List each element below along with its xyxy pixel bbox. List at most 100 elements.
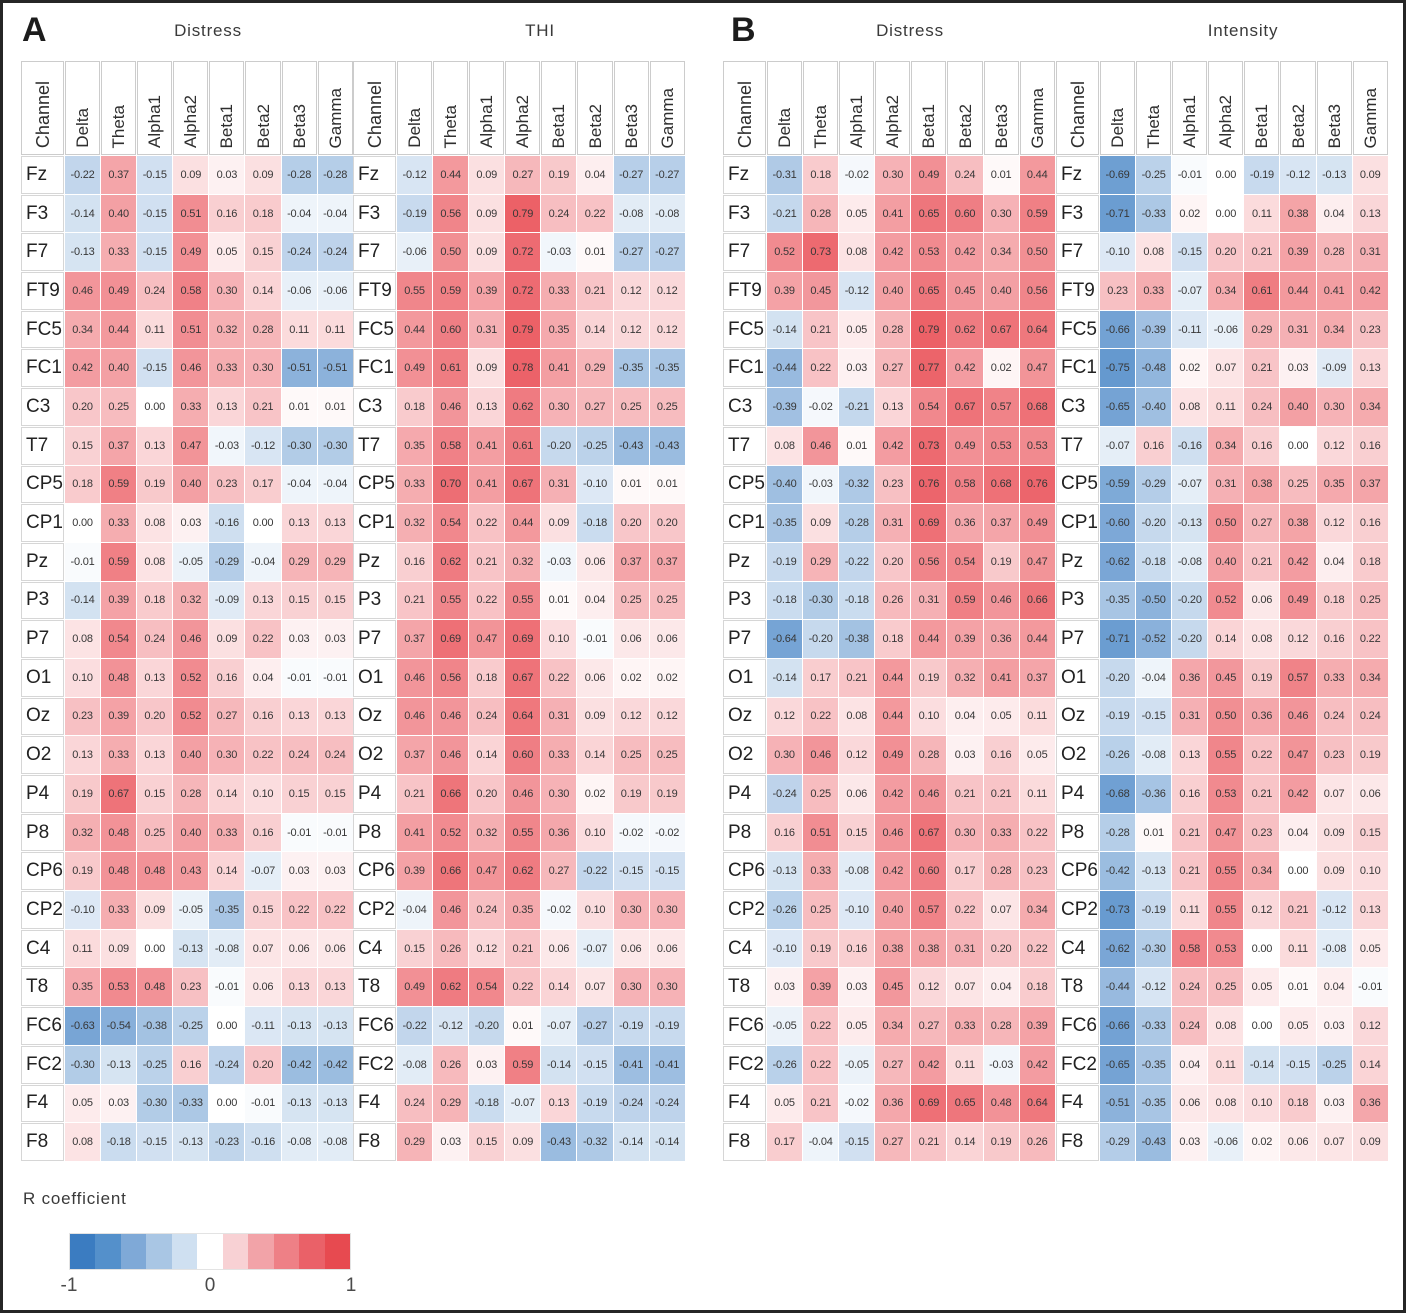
heatmap-cell: 0.19	[803, 929, 839, 968]
heatmap-cell: 0.59	[101, 542, 137, 581]
band-header-cell: Gamma	[649, 61, 685, 155]
heatmap-cell: -0.64	[767, 620, 803, 658]
heatmap-cell: 0.00	[1208, 156, 1244, 194]
band-header-cell: Delta	[767, 61, 803, 155]
heatmap-cell: 0.18	[245, 194, 281, 233]
heatmap-cell: -0.42	[1100, 852, 1136, 891]
channel-label: O2	[723, 736, 766, 774]
band-header-label: Theta	[109, 104, 129, 148]
heatmap-cell: -0.18	[1136, 542, 1172, 581]
heatmap-cell: 0.56	[1019, 272, 1055, 310]
heatmap-cell: 0.50	[1208, 504, 1244, 542]
heatmap-cell: 0.52	[173, 658, 209, 697]
heatmap-cell: 0.47	[1280, 736, 1316, 774]
heatmap-cell: -0.30	[803, 581, 839, 620]
matrix-title: Distress	[174, 21, 242, 40]
heatmap-cell: 0.13	[875, 388, 911, 426]
heatmap-cell: 0.09	[1352, 156, 1388, 194]
channel-label: P8	[21, 813, 64, 852]
channel-label: CP5	[723, 465, 766, 504]
channel-label: C4	[353, 929, 396, 968]
channel-label: F3	[21, 194, 64, 233]
channel-label: P8	[723, 813, 766, 852]
heatmap-cell: 0.25	[613, 581, 649, 620]
heatmap-cell: -0.38	[839, 620, 875, 658]
heatmap-cell: -0.14	[65, 581, 101, 620]
heatmap-cell: -0.73	[1100, 891, 1136, 929]
band-header-label: Beta1	[217, 103, 237, 148]
heatmap-cell: 0.01	[541, 581, 577, 620]
heatmap-cell: 0.04	[245, 658, 281, 697]
channel-label: T8	[353, 968, 396, 1007]
heatmap-cell: -0.52	[1136, 620, 1172, 658]
channel-label: FC2	[21, 1045, 64, 1084]
channel-label: F8	[723, 1123, 766, 1161]
heatmap-cell: 0.13	[1352, 194, 1388, 233]
heatmap-cell: 0.05	[983, 697, 1019, 736]
heatmap-cell: 0.24	[137, 620, 173, 658]
heatmap-cell: 0.54	[947, 542, 983, 581]
heatmap-cell: 0.01	[613, 465, 649, 504]
channel-label: FC5	[21, 310, 64, 349]
heatmap-cell: -0.03	[541, 542, 577, 581]
heatmap-cell: 0.46	[397, 697, 433, 736]
heatmap-cell: -0.35	[209, 891, 245, 929]
channel-label: F3	[1056, 194, 1099, 233]
heatmap-cell: 0.49	[397, 968, 433, 1007]
heatmap-cell: 0.16	[209, 658, 245, 697]
heatmap-cell: 0.19	[1352, 736, 1388, 774]
heatmap-cell: 0.34	[65, 310, 101, 349]
heatmap-cell: 0.18	[1280, 1084, 1316, 1123]
channel-label: T7	[723, 426, 766, 465]
channel-label: CP2	[1056, 891, 1099, 929]
heatmap-cell: -0.11	[245, 1007, 281, 1045]
heatmap-cell: -0.28	[1100, 813, 1136, 852]
channel-label: FC5	[1056, 310, 1099, 349]
heatmap-cell: 0.12	[839, 736, 875, 774]
heatmap-cell: 0.16	[1352, 426, 1388, 465]
heatmap-cell: 0.24	[541, 194, 577, 233]
heatmap-cell: -0.15	[613, 852, 649, 891]
heatmap-cell: 0.07	[1208, 349, 1244, 388]
heatmap-cell: 0.00	[1244, 929, 1280, 968]
heatmap-cell: 0.68	[1019, 388, 1055, 426]
heatmap-cell: 0.15	[65, 426, 101, 465]
band-header-cell: Gamma	[1019, 61, 1055, 155]
heatmap-cell: -0.48	[1136, 349, 1172, 388]
heatmap-cell: -0.42	[317, 1045, 353, 1084]
heatmap-cell: 0.37	[397, 620, 433, 658]
heatmap-cell: 0.30	[649, 968, 685, 1007]
heatmap-cell: 0.00	[1208, 194, 1244, 233]
heatmap-cell: 0.37	[983, 504, 1019, 542]
heatmap-cell: 0.18	[397, 388, 433, 426]
heatmap-cell: 0.46	[433, 891, 469, 929]
heatmap-cell: 0.41	[397, 813, 433, 852]
heatmap-cell: 0.31	[911, 581, 947, 620]
heatmap-cell: 0.66	[433, 852, 469, 891]
channel-label: Fz	[21, 156, 64, 194]
heatmap-cell: 0.45	[1208, 658, 1244, 697]
heatmap-cell: -0.12	[1280, 156, 1316, 194]
heatmap-cell: -0.13	[317, 1007, 353, 1045]
heatmap-cell: 0.73	[803, 233, 839, 272]
matrix-title: THI	[525, 21, 555, 40]
heatmap-cell: 0.13	[281, 968, 317, 1007]
heatmap-cell: 0.25	[613, 736, 649, 774]
heatmap-cell: 0.55	[1208, 852, 1244, 891]
channel-label: Pz	[353, 542, 396, 581]
heatmap-cell: 0.29	[433, 1084, 469, 1123]
heatmap-cell: -0.08	[209, 929, 245, 968]
heatmap-cell: 0.36	[875, 1084, 911, 1123]
band-header-label: Alpha1	[847, 95, 867, 148]
heatmap-cell: -0.19	[577, 1084, 613, 1123]
channel-label: T8	[21, 968, 64, 1007]
heatmap-cell: 0.14	[209, 852, 245, 891]
heatmap-cell: 0.06	[541, 929, 577, 968]
heatmap-cell: 0.16	[1136, 426, 1172, 465]
heatmap-cell: -0.35	[1100, 581, 1136, 620]
heatmap-cell: -0.03	[541, 233, 577, 272]
heatmap-cell: 0.03	[469, 1045, 505, 1084]
heatmap-cell: 0.40	[101, 349, 137, 388]
heatmap-cell: 0.37	[397, 736, 433, 774]
channel-header-label: Channel	[1067, 80, 1088, 148]
